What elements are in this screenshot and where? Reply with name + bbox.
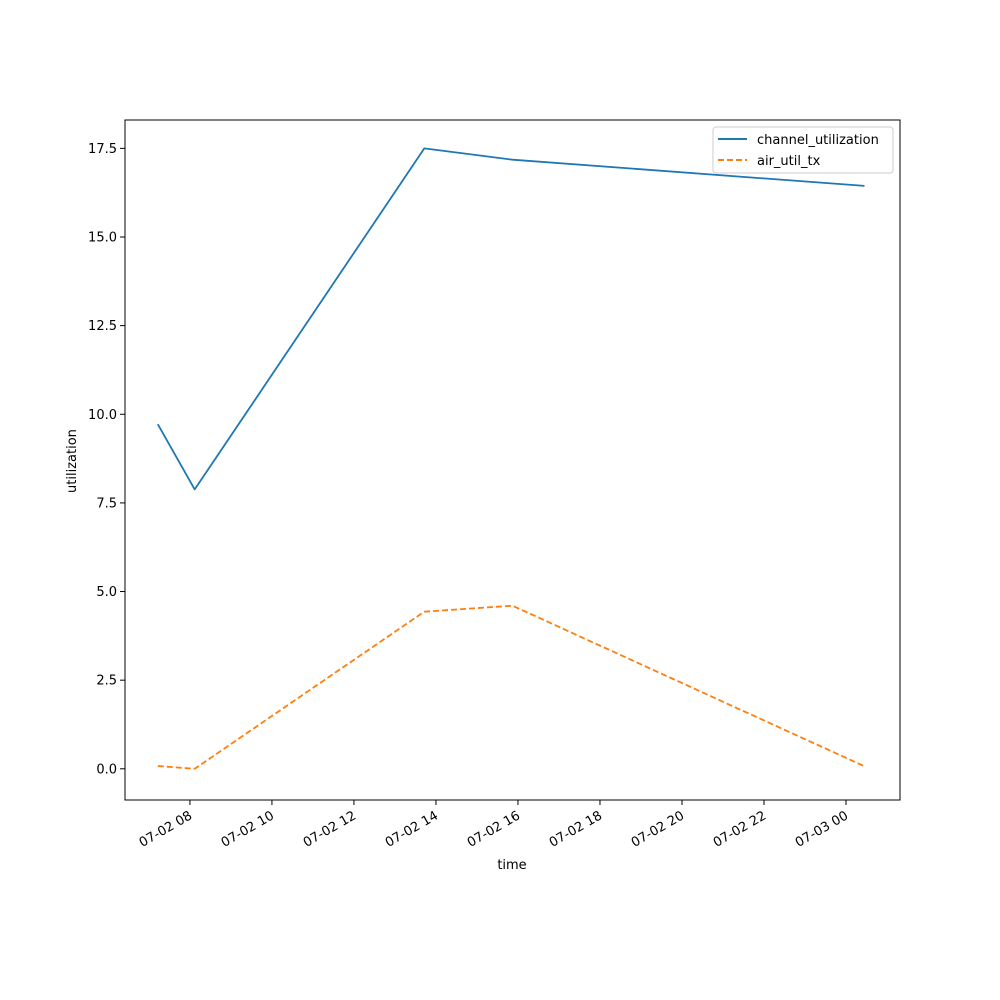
- legend: channel_utilization air_util_tx: [712, 126, 894, 174]
- y-tick-label: 12.5: [88, 319, 117, 334]
- y-axis: 0.0 2.5 5.0 7.5 10.0 12.5 15.0 17.5: [88, 142, 125, 777]
- legend-box: [712, 126, 894, 174]
- plot-frame: [124, 119, 901, 801]
- y-tick-label: 15.0: [88, 230, 117, 245]
- legend-label-air-util-tx: air_util_tx: [757, 154, 821, 169]
- y-tick-label: 10.0: [88, 408, 117, 423]
- y-tick-label: 0.0: [96, 762, 117, 777]
- x-axis-label: time: [497, 858, 526, 873]
- y-tick-label: 7.5: [96, 496, 117, 511]
- legend-label-channel-utilization: channel_utilization: [757, 133, 879, 148]
- y-tick-label: 17.5: [88, 142, 117, 157]
- y-tick-label: 5.0: [96, 585, 117, 600]
- y-tick-label: 2.5: [96, 674, 117, 689]
- y-axis-label: utilization: [65, 429, 80, 493]
